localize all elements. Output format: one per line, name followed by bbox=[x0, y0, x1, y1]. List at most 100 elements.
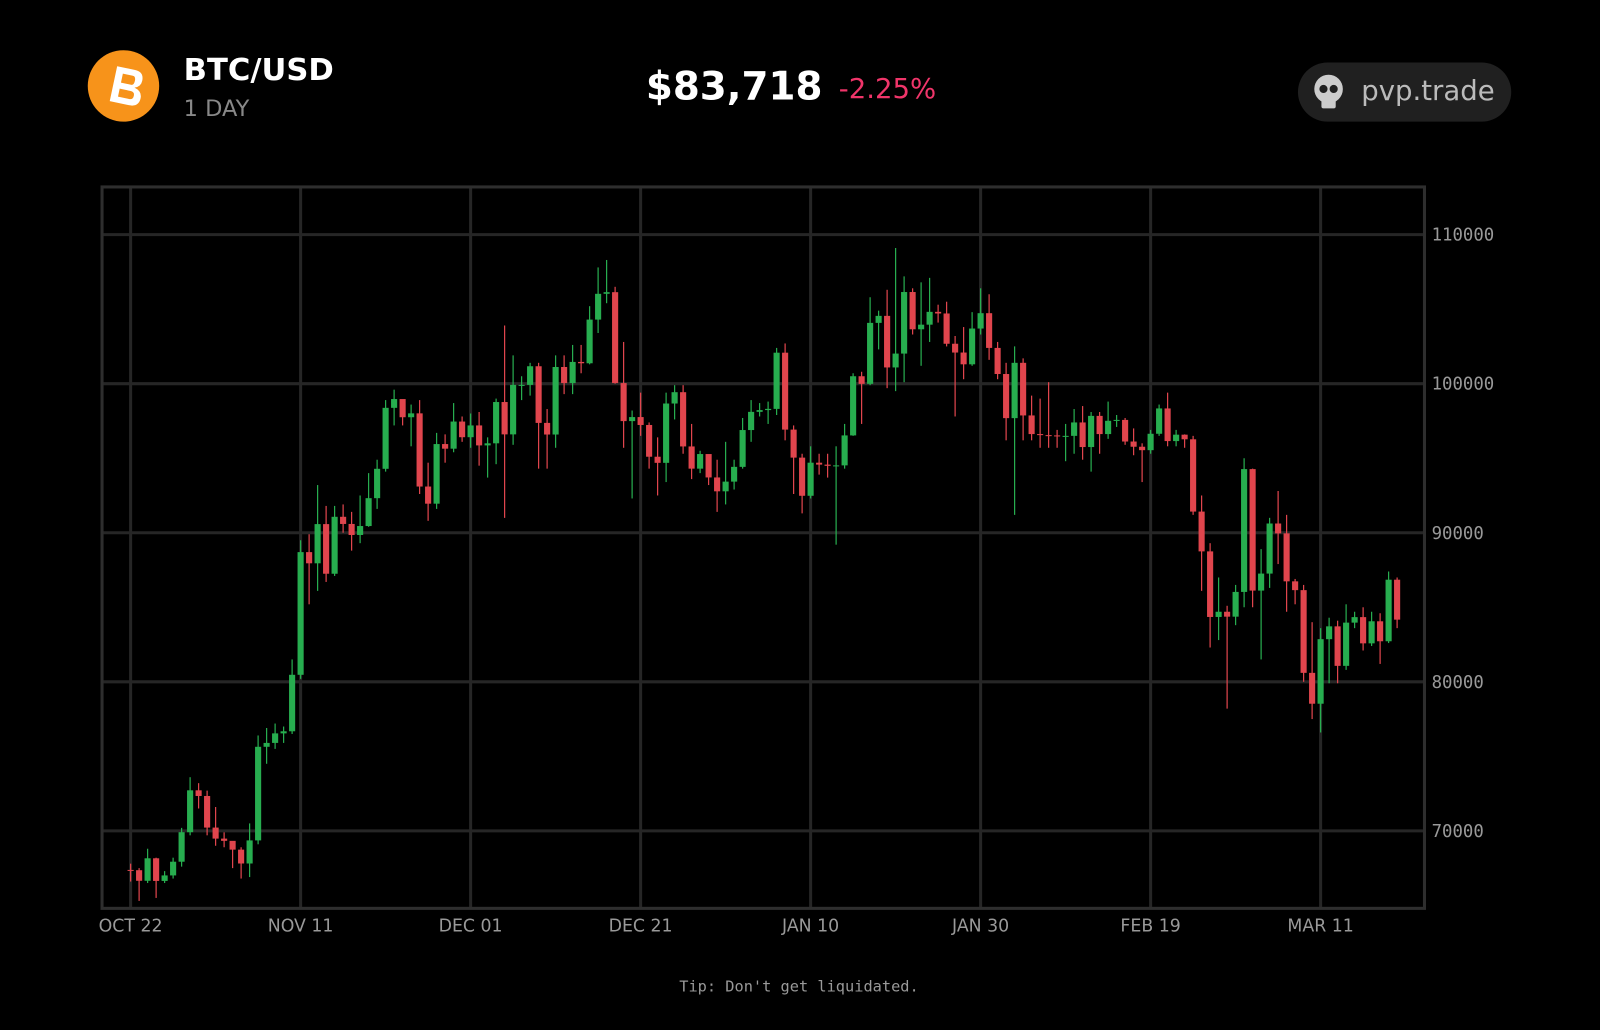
candle-body bbox=[425, 486, 432, 504]
candle-body bbox=[238, 849, 245, 864]
candle-body bbox=[1343, 622, 1350, 666]
candle-body bbox=[272, 733, 279, 743]
candle-body bbox=[697, 454, 704, 469]
candle-body bbox=[535, 366, 542, 423]
candle-body bbox=[960, 352, 967, 365]
candle-body bbox=[1317, 639, 1324, 704]
candle-body bbox=[688, 446, 695, 469]
candle-body bbox=[1139, 446, 1146, 451]
candle-body bbox=[459, 421, 466, 438]
candle-body bbox=[357, 526, 364, 535]
candle-body bbox=[340, 516, 347, 524]
candle-body bbox=[450, 421, 457, 449]
candle-body bbox=[901, 292, 908, 354]
candle-body bbox=[1334, 626, 1341, 666]
candle-body bbox=[1394, 579, 1401, 620]
candle-body bbox=[629, 417, 636, 422]
candle-body bbox=[977, 313, 984, 329]
x-tick-label: FEB 19 bbox=[1120, 917, 1180, 937]
footer-tip: Tip: Don't get liquidated. bbox=[679, 977, 918, 995]
candle-body bbox=[467, 425, 474, 438]
candle-body bbox=[1241, 469, 1248, 592]
candle-body bbox=[722, 481, 729, 492]
x-tick-label: OCT 22 bbox=[99, 917, 163, 937]
badge-bg bbox=[1297, 62, 1512, 122]
candle-body bbox=[875, 315, 882, 323]
candle-body bbox=[1173, 434, 1180, 442]
candle-body bbox=[918, 324, 925, 330]
candle-body bbox=[680, 392, 687, 447]
candle-body bbox=[952, 343, 959, 353]
candle-body bbox=[858, 376, 865, 384]
candle-body bbox=[994, 347, 1001, 375]
candle-body bbox=[1275, 523, 1282, 534]
candle-body bbox=[586, 319, 593, 364]
candle-body bbox=[246, 840, 253, 864]
candle-body bbox=[544, 422, 551, 435]
candle-body bbox=[1096, 415, 1103, 435]
candle-body bbox=[144, 858, 151, 881]
candle-body bbox=[323, 524, 330, 574]
candle-body bbox=[484, 443, 491, 446]
candle-body bbox=[1130, 441, 1137, 447]
candle-body bbox=[1300, 590, 1307, 673]
candle-body bbox=[391, 399, 398, 408]
x-tick-label: DEC 01 bbox=[439, 917, 503, 937]
candle-body bbox=[1088, 415, 1095, 448]
candle-body bbox=[382, 407, 389, 469]
candle-body bbox=[986, 313, 993, 348]
candle-body bbox=[1232, 591, 1239, 617]
candle-body bbox=[255, 746, 262, 841]
candle-body bbox=[195, 790, 202, 796]
candle-body bbox=[1020, 362, 1027, 416]
candle-body bbox=[527, 366, 534, 385]
candle-body bbox=[714, 477, 721, 492]
price: $83,718 bbox=[646, 64, 823, 109]
candle-body bbox=[926, 311, 933, 325]
candle-body bbox=[620, 383, 627, 422]
candle-body bbox=[663, 403, 670, 463]
candle-body bbox=[314, 524, 321, 564]
candle-body bbox=[204, 795, 211, 828]
candle-body bbox=[1113, 419, 1120, 421]
candle-body bbox=[1011, 362, 1018, 419]
candle-body bbox=[756, 410, 763, 412]
candle-body bbox=[595, 293, 602, 320]
candle-body bbox=[782, 352, 789, 430]
candle-body bbox=[909, 292, 916, 330]
candle-body bbox=[569, 361, 576, 384]
brand-badge[interactable]: pvp.trade bbox=[1297, 62, 1512, 122]
candle-body bbox=[773, 352, 780, 409]
candle-body bbox=[1249, 469, 1256, 591]
x-tick-label: NOV 11 bbox=[268, 917, 334, 937]
logo-mark bbox=[109, 66, 143, 106]
candle-body bbox=[1079, 422, 1086, 448]
candle-body bbox=[612, 292, 619, 384]
candle-body bbox=[637, 417, 644, 425]
candle-body bbox=[306, 552, 313, 564]
candle-body bbox=[1071, 422, 1078, 436]
candle-body bbox=[841, 435, 848, 466]
candle-body bbox=[1207, 551, 1214, 617]
candle-body bbox=[1122, 419, 1129, 442]
candle-body bbox=[348, 523, 355, 535]
candle-body bbox=[1164, 408, 1171, 442]
candle-body bbox=[408, 413, 415, 418]
x-tick-label: JAN 30 bbox=[951, 917, 1009, 937]
candle-body bbox=[229, 840, 236, 850]
skull-jaw bbox=[1321, 99, 1336, 109]
candle-body bbox=[263, 742, 270, 747]
y-tick-label: 110000 bbox=[1432, 226, 1495, 246]
candle-body bbox=[1054, 435, 1061, 437]
candle-body bbox=[705, 454, 712, 478]
candle-body bbox=[748, 411, 755, 431]
candle-body bbox=[289, 674, 296, 732]
candle-body bbox=[935, 311, 942, 314]
candle-body bbox=[1147, 433, 1154, 451]
candle-body bbox=[1003, 374, 1010, 419]
plot: 70000 80000 90000 100000 110000 OCT 22 NOV 11 D… bbox=[99, 185, 1495, 937]
candle-body bbox=[731, 466, 738, 482]
candle-body bbox=[1224, 611, 1231, 617]
candle-body bbox=[161, 875, 168, 881]
candle-body bbox=[1368, 621, 1375, 644]
